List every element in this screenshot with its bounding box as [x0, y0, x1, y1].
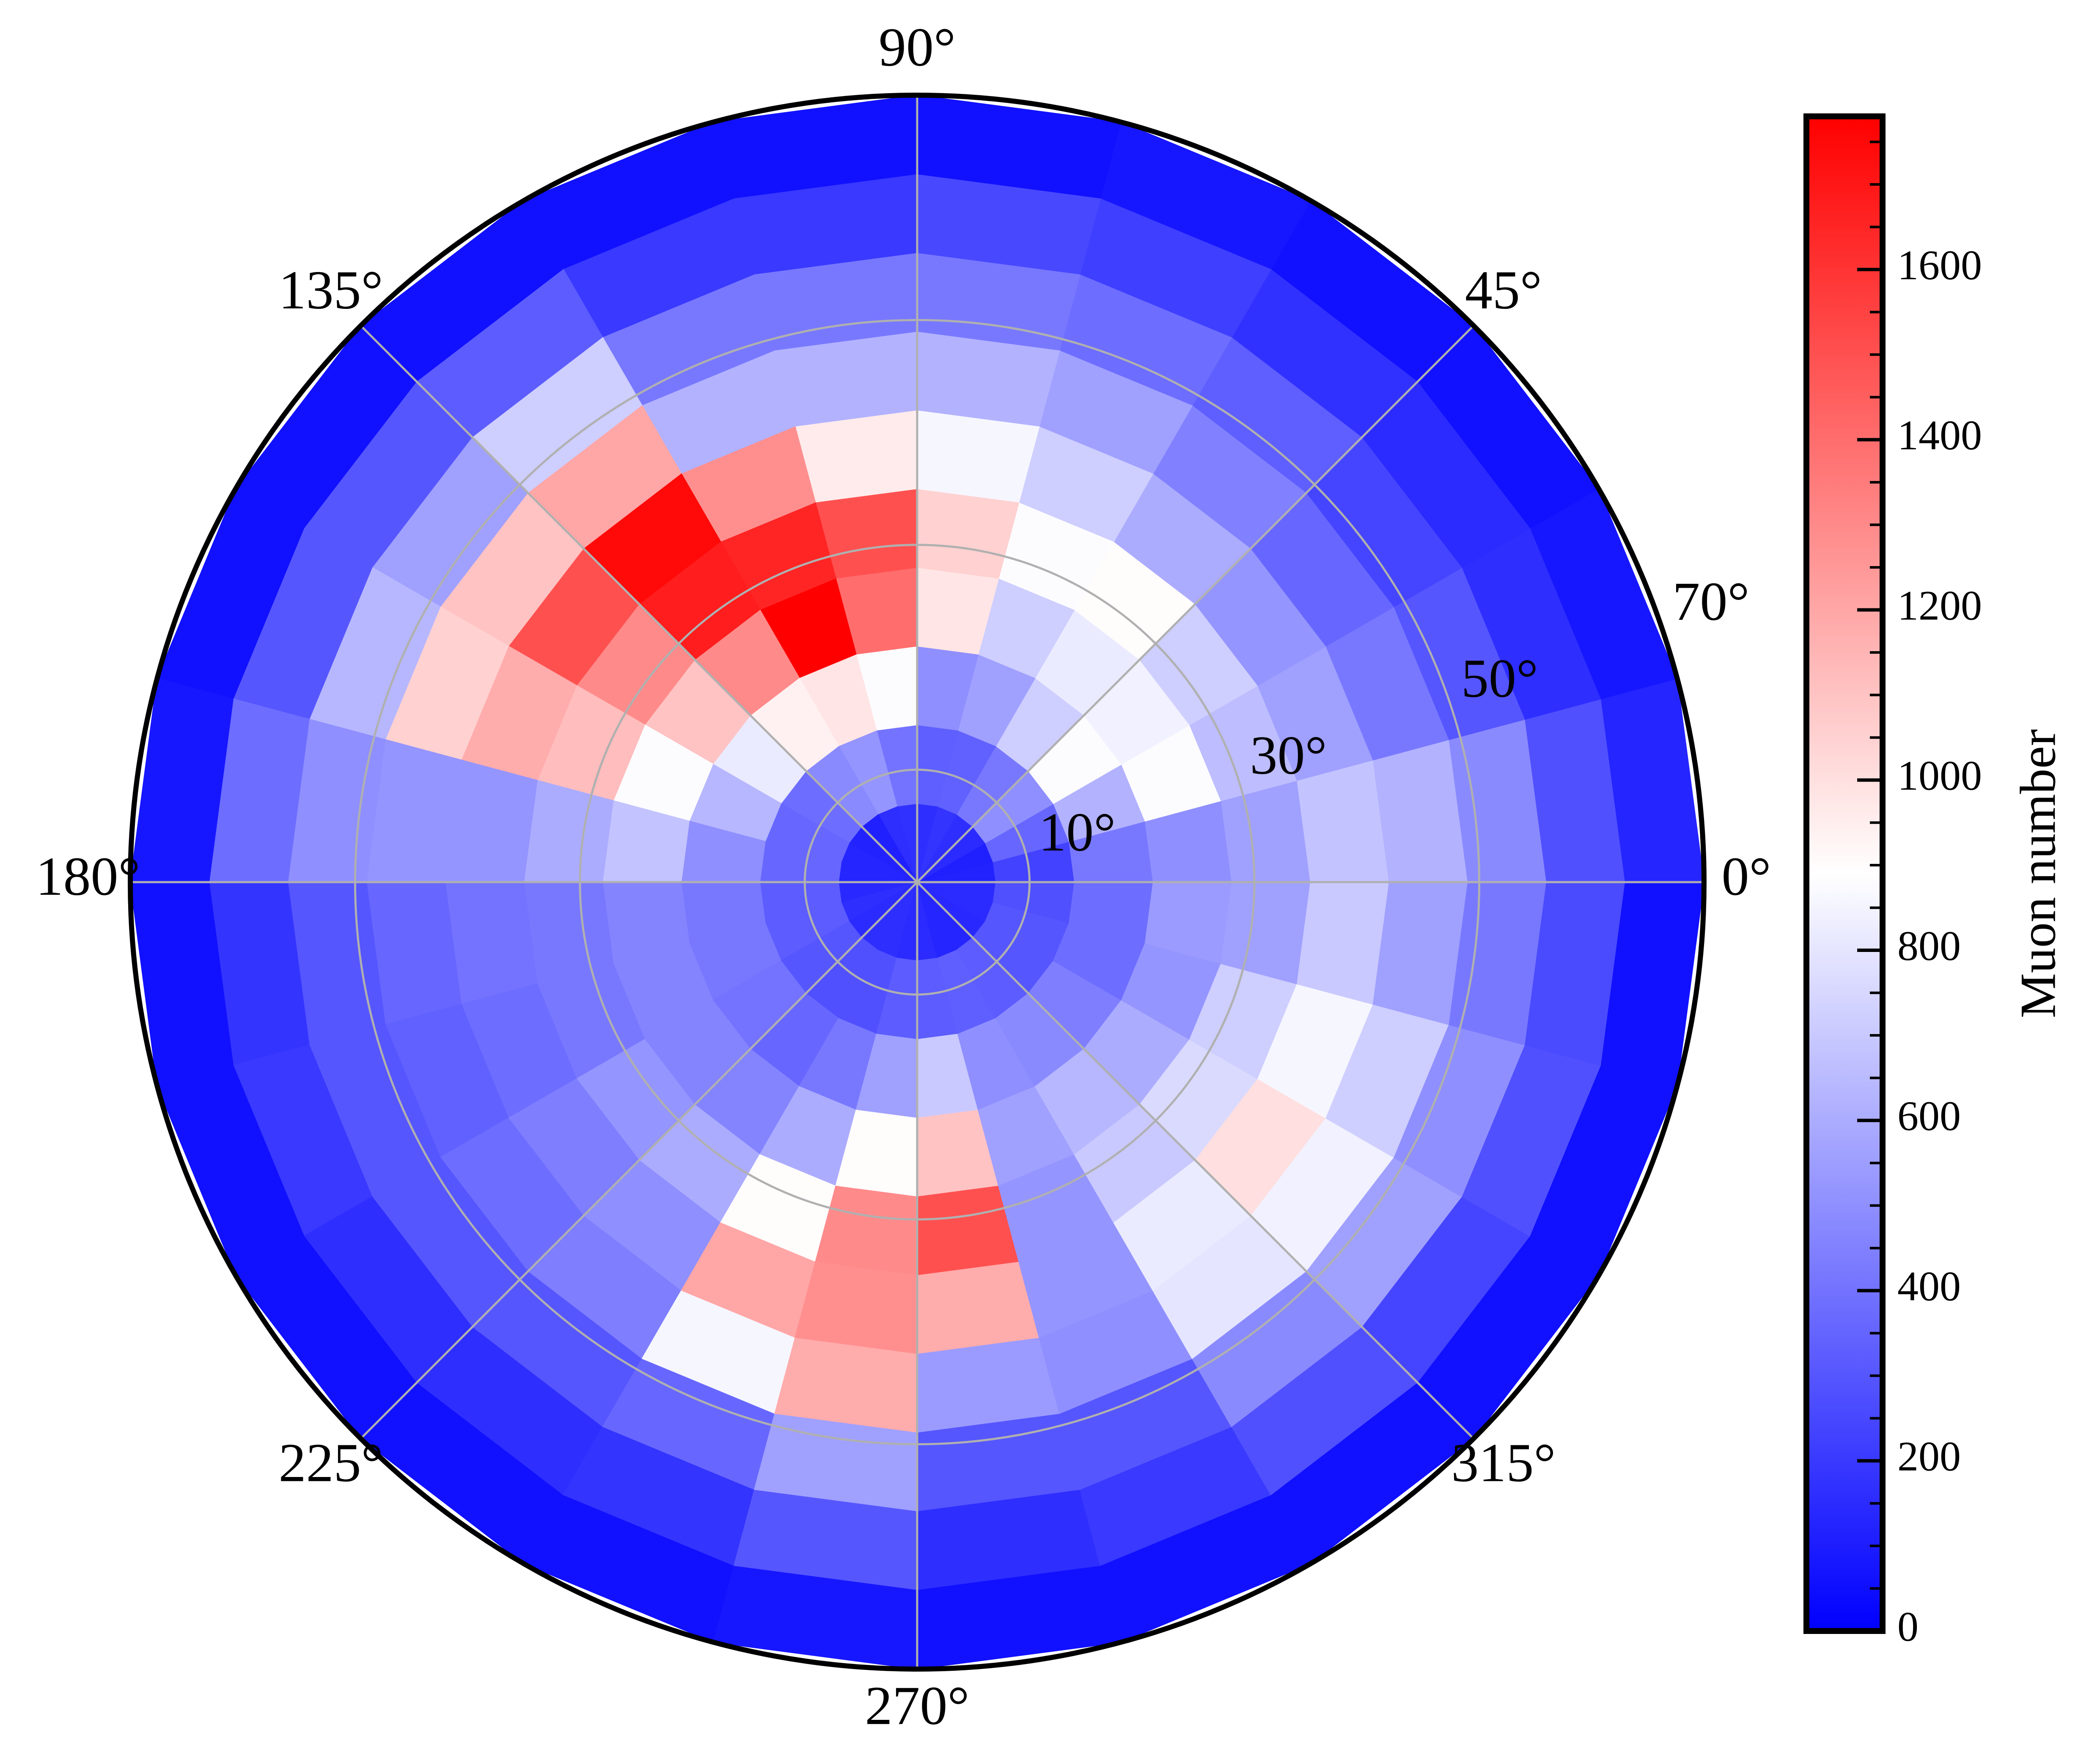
angle-tick-label: 90°	[879, 17, 956, 78]
angle-tick-labels: 0° 45° 90° 135° 180° 225° 270° 315°	[36, 17, 1771, 1736]
radial-tick-labels: 10° 30° 50° 70°	[1039, 571, 1749, 863]
angular-grid-line	[916, 881, 1474, 1439]
colorbar-tick-label: 0	[1897, 1603, 1919, 1650]
radial-tick-label: 70°	[1672, 571, 1749, 632]
colorbar-tick-label: 200	[1897, 1433, 1961, 1480]
angular-grid-line	[916, 325, 1474, 883]
polar-plot-area	[129, 94, 1705, 1670]
angle-tick-label: 180°	[36, 846, 140, 907]
angle-tick-label: 135°	[279, 260, 383, 321]
colorbar-tick-label: 1600	[1897, 242, 1982, 289]
angle-tick-label: 225°	[279, 1433, 383, 1493]
colorbar-gradient	[1803, 113, 1886, 1634]
angle-tick-label: 315°	[1451, 1433, 1556, 1493]
colorbar-tick-label: 800	[1897, 922, 1961, 969]
radial-tick-label: 30°	[1250, 725, 1327, 786]
colorbar-tick-label: 1200	[1897, 582, 1982, 629]
angle-tick-label: 0°	[1722, 846, 1771, 907]
colorbar-tick-label: 400	[1897, 1262, 1961, 1309]
radial-tick-label: 10°	[1039, 802, 1116, 863]
colorbar-tick-label: 600	[1897, 1092, 1961, 1139]
angle-tick-label: 45°	[1465, 260, 1542, 321]
colorbar: 0 200 400 600 800 1000 1200 1400 1600 Muon numbe…	[1803, 113, 2066, 1650]
polar-outer-frame	[128, 93, 1707, 1672]
angle-tick-label: 270°	[865, 1675, 970, 1736]
colorbar-ticks: 0 200 400 600 800 1000 1200 1400 1600	[1857, 140, 1982, 1650]
colorbar-tick-label: 1400	[1897, 412, 1982, 459]
colorbar-tick-label: 1000	[1897, 752, 1982, 799]
angular-grid-line	[360, 881, 918, 1439]
radial-tick-label: 50°	[1461, 648, 1538, 709]
colorbar-title: Muon number	[2010, 729, 2066, 1018]
angular-grid-line	[360, 325, 918, 883]
